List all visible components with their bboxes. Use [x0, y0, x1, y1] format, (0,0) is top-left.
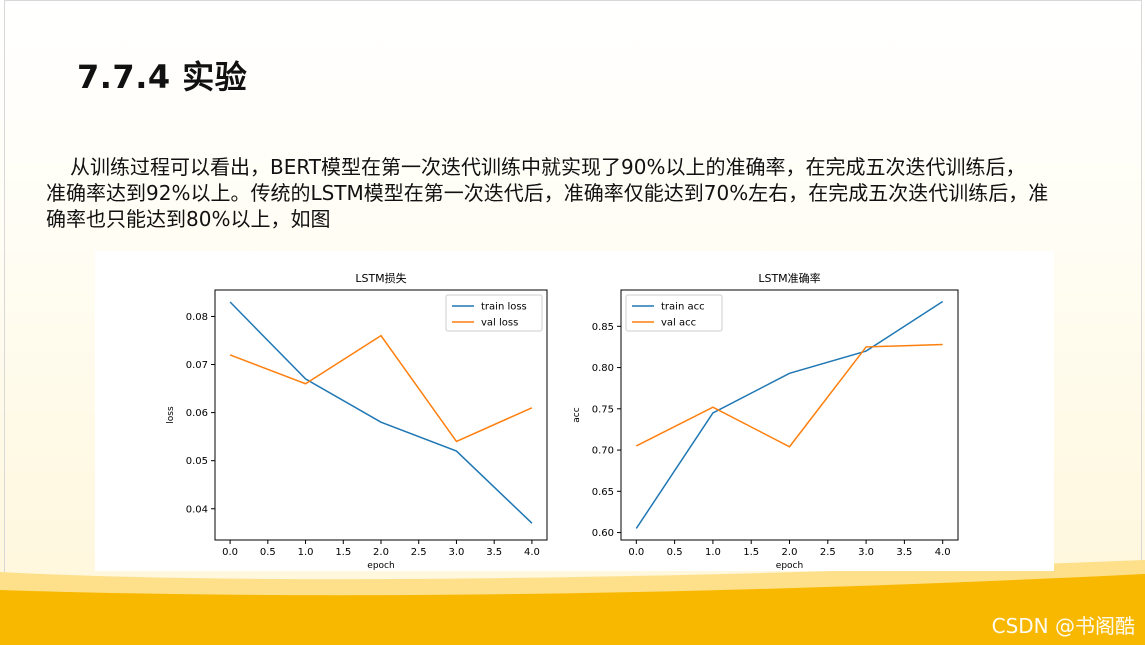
legend-label: train acc [661, 302, 705, 313]
y-axis-label: loss [166, 406, 176, 424]
x-tick-label: 2.0 [373, 547, 389, 558]
x-axis-label: epoch [776, 561, 803, 571]
x-tick-label: 0.0 [628, 547, 644, 558]
y-tick-label: 0.65 [592, 487, 614, 498]
y-tick-label: 0.05 [186, 456, 208, 467]
x-tick-label: 1.0 [705, 547, 721, 558]
chart-title: LSTM准确率 [758, 271, 820, 285]
legend: train acc val acc [625, 294, 723, 332]
paragraph-line-3: 确率也只能达到80%以上，如图 [46, 207, 331, 231]
chart-panel: LSTM损失 0.0 0.5 1.0 1.5 2.0 2.5 3.0 3.5 4.0 0.04 0.0… [95, 251, 1054, 571]
series-line-val-acc [635, 343, 943, 448]
y-tick-label: 0.07 [186, 360, 208, 371]
y-axis-label: acc [572, 407, 582, 422]
x-tick-label: 3.0 [449, 547, 465, 558]
y-tick-label: 0.80 [592, 363, 614, 374]
y-tick-label: 0.08 [186, 312, 208, 323]
y-tick-label: 0.04 [186, 504, 208, 515]
legend-label: train loss [481, 302, 527, 313]
x-tick-label: 1.5 [335, 547, 351, 558]
y-tick-label: 0.70 [592, 446, 614, 457]
legend: train loss val loss [445, 294, 543, 332]
chart-2: LSTM准确率 0.0 0.5 1.0 1.5 2.0 2.5 3.0 3.5 4.0 0.60 0.… [572, 271, 959, 571]
x-tick-label: 4.0 [524, 547, 540, 558]
paragraph-line-1: 从训练过程可以看出，BERT模型在第一次迭代训练中就实现了90%以上的准确率，在… [70, 155, 1026, 179]
y-tick-label: 0.60 [592, 528, 614, 539]
x-tick-label: 2.0 [782, 547, 798, 558]
legend-label: val acc [661, 318, 696, 329]
legend-label: val loss [481, 318, 518, 329]
charts-svg: LSTM损失 0.0 0.5 1.0 1.5 2.0 2.5 3.0 3.5 4.0 0.04 0.0… [166, 271, 959, 571]
x-tick-label: 3.5 [486, 547, 502, 558]
x-tick-label: 0.5 [260, 547, 276, 558]
watermark: CSDN @书阁酷 [991, 614, 1135, 638]
series-line-train-acc [635, 300, 944, 529]
slide-title: 7.7.4 实验 [77, 58, 248, 96]
x-tick-label: 2.5 [820, 547, 836, 558]
decorative-wave [0, 560, 1145, 645]
y-tick-label: 0.75 [592, 404, 614, 415]
series-line-train-loss [229, 301, 533, 524]
x-tick-label: 4.0 [935, 547, 951, 558]
x-tick-label: 2.5 [411, 547, 427, 558]
chart-title: LSTM损失 [355, 271, 406, 285]
y-tick-label: 0.85 [592, 322, 614, 333]
x-tick-label: 3.0 [858, 547, 874, 558]
chart-1: LSTM损失 0.0 0.5 1.0 1.5 2.0 2.5 3.0 3.5 4.0 0.04 0.0… [166, 271, 548, 571]
x-tick-label: 1.5 [743, 547, 759, 558]
paragraph-line-2: 准确率达到92%以上。传统的LSTM模型在第一次迭代后，准确率仅能达到70%左右… [46, 181, 1049, 205]
x-axis-label: epoch [367, 561, 394, 571]
x-tick-label: 0.5 [667, 547, 683, 558]
series-line-val-loss [229, 334, 533, 443]
body-paragraph: 从训练过程可以看出，BERT模型在第一次迭代训练中就实现了90%以上的准确率，在… [46, 154, 1126, 232]
y-tick-label: 0.06 [186, 408, 208, 419]
x-tick-label: 0.0 [222, 547, 238, 558]
x-tick-label: 3.5 [896, 547, 912, 558]
x-tick-label: 1.0 [298, 547, 314, 558]
